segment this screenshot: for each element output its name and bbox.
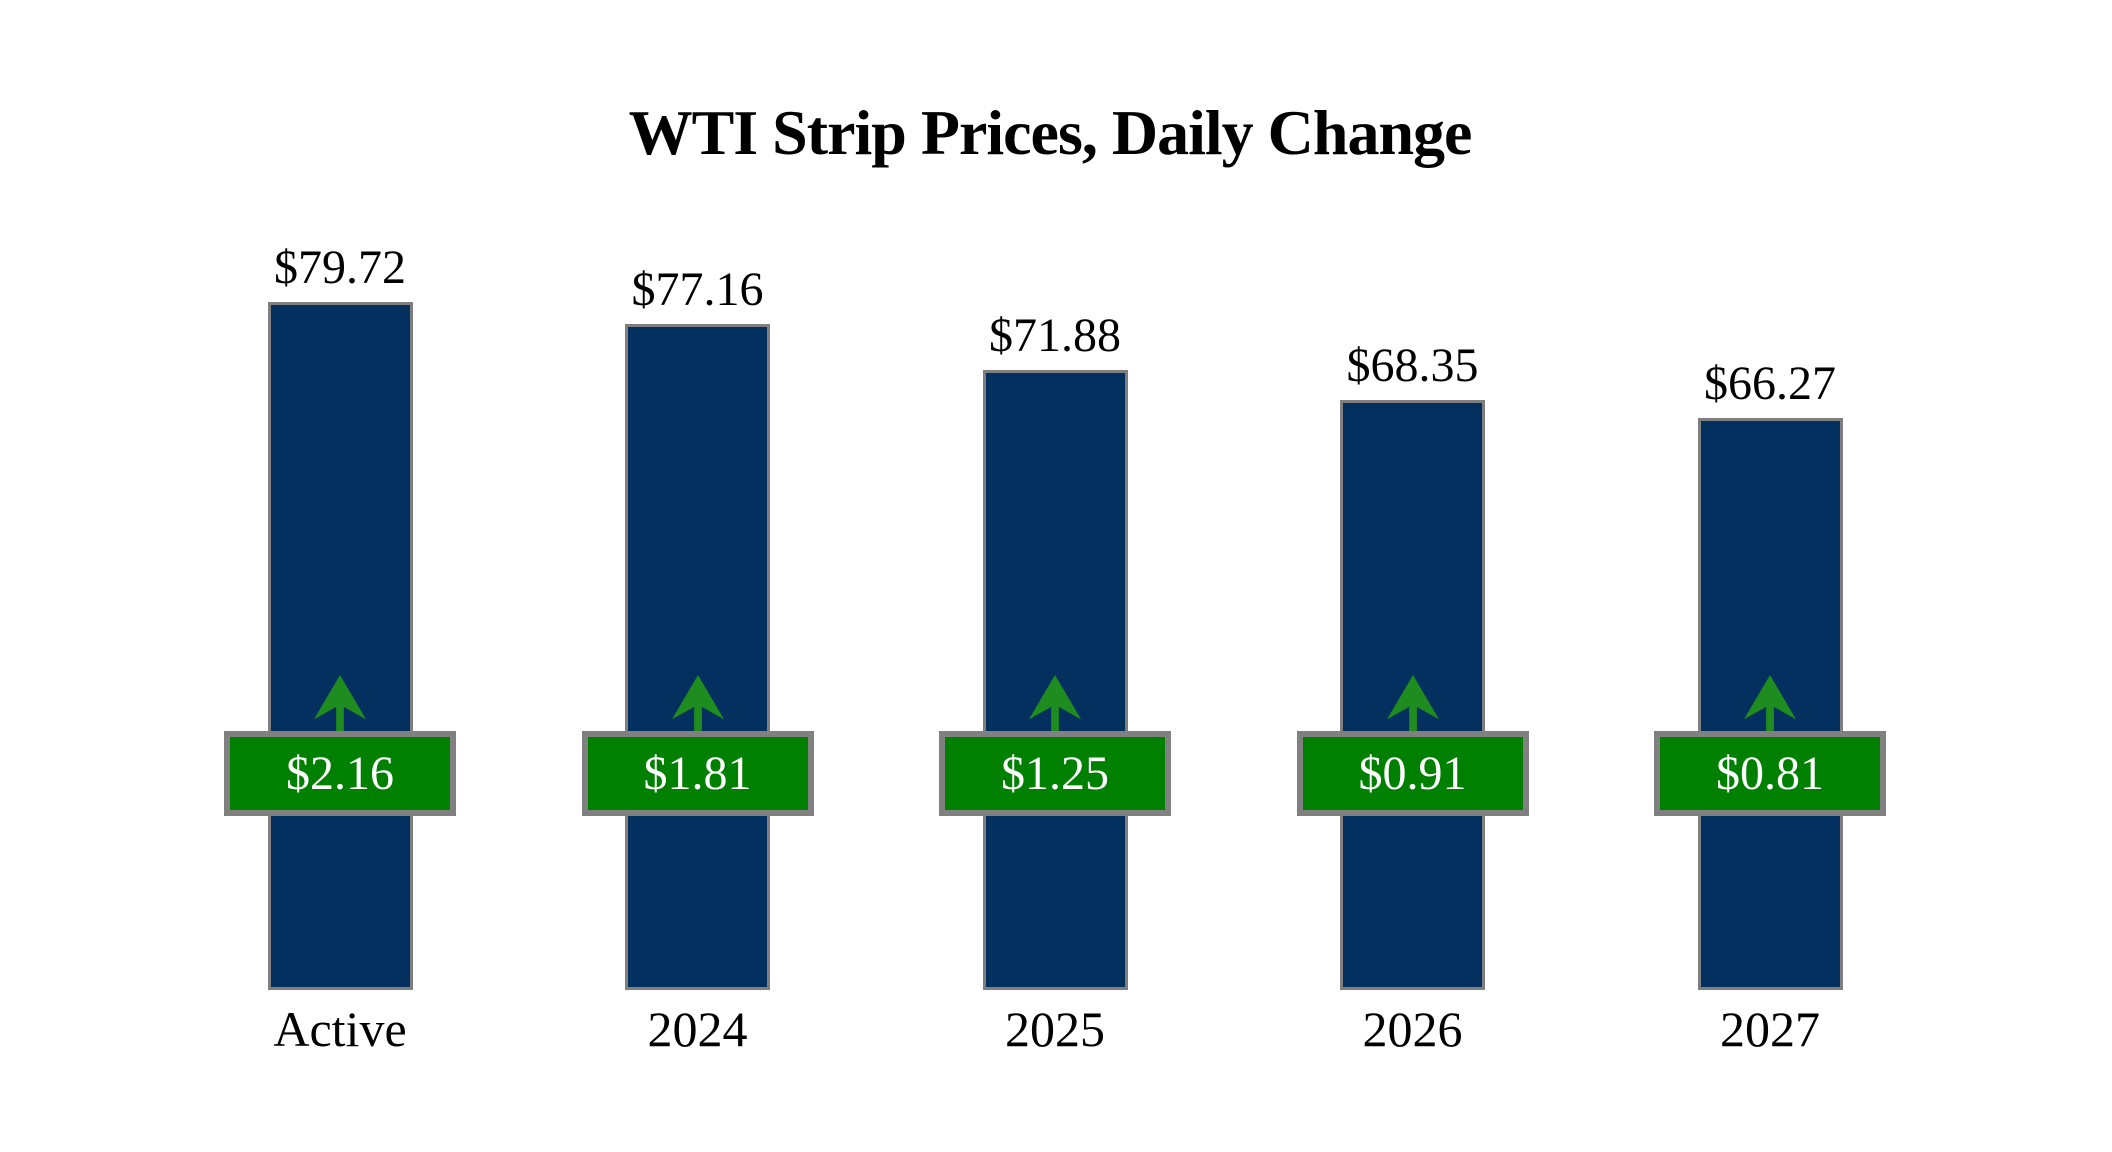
price-label: $66.27 bbox=[1704, 357, 1836, 410]
change-badge-label: $0.81 bbox=[1716, 747, 1824, 800]
change-badge-label: $2.16 bbox=[286, 747, 394, 800]
change-badge: $0.91 bbox=[1296, 731, 1529, 816]
price-label: $71.88 bbox=[989, 309, 1121, 362]
category-label: 2025 bbox=[1005, 1001, 1105, 1057]
up-arrow-icon bbox=[671, 675, 724, 731]
change-badge: $1.81 bbox=[581, 731, 814, 816]
up-arrow-icon bbox=[1386, 675, 1439, 731]
category-label: 2026 bbox=[1362, 1001, 1463, 1057]
change-badge-label: $1.81 bbox=[643, 747, 752, 800]
up-arrow-icon bbox=[1028, 675, 1082, 731]
bar bbox=[267, 302, 413, 990]
bar bbox=[1340, 400, 1485, 990]
category-label: 2024 bbox=[647, 1001, 748, 1057]
price-label: $77.16 bbox=[631, 263, 764, 316]
category-label: Active bbox=[273, 1001, 407, 1057]
change-badge: $1.25 bbox=[939, 731, 1171, 816]
price-label: $68.35 bbox=[1346, 339, 1479, 392]
change-badge: $0.81 bbox=[1654, 731, 1886, 816]
change-badge-label: $1.25 bbox=[1001, 747, 1109, 800]
change-badge: $2.16 bbox=[224, 731, 456, 816]
chart-title: WTI Strip Prices, Daily Change bbox=[628, 97, 1473, 168]
up-arrow-icon bbox=[1743, 675, 1797, 731]
price-label: $79.72 bbox=[274, 241, 406, 294]
up-arrow-icon bbox=[313, 675, 367, 731]
category-label: 2027 bbox=[1720, 1001, 1820, 1057]
change-badge-label: $0.91 bbox=[1358, 747, 1467, 800]
bar bbox=[625, 324, 770, 990]
